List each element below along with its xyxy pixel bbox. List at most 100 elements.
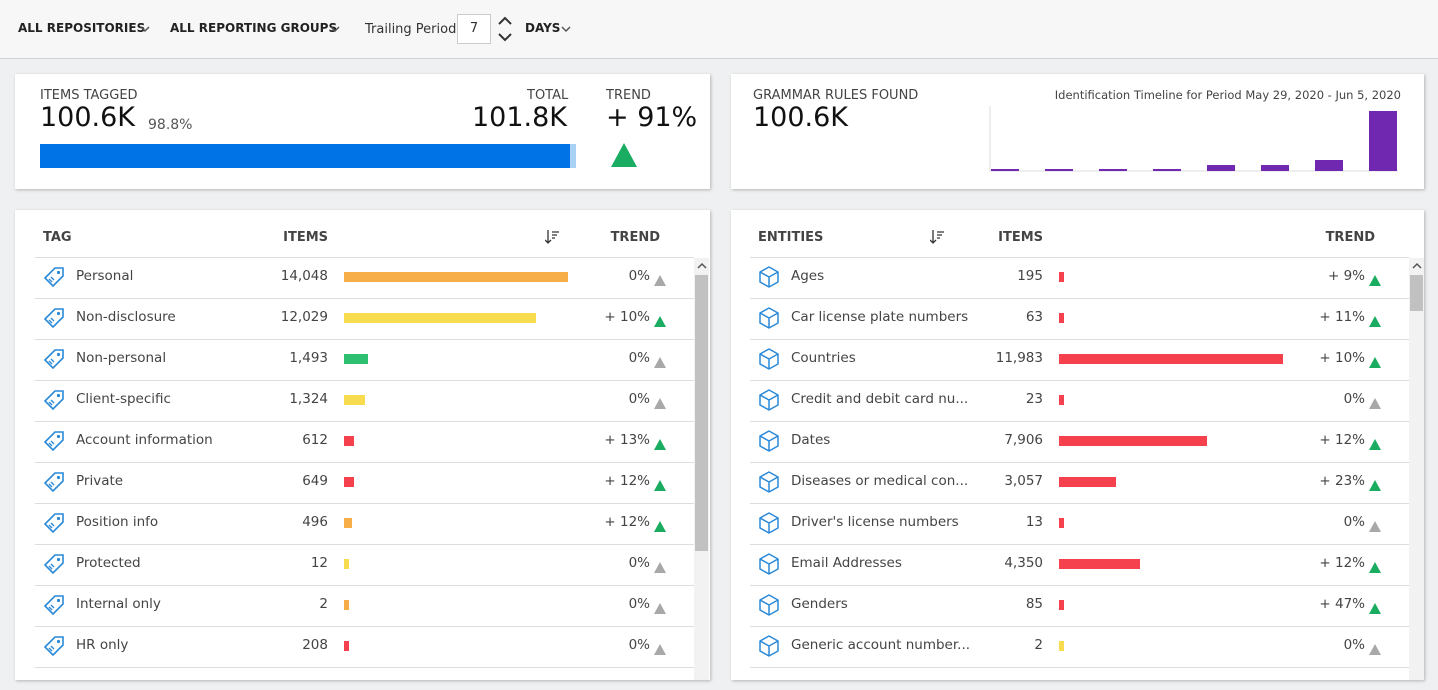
percent: 98.8% (148, 117, 193, 133)
items-bar (1059, 272, 1064, 282)
row-name[interactable]: Non-personal (76, 350, 167, 366)
items-count: 2 (319, 596, 328, 612)
divider (35, 626, 694, 627)
row-name[interactable]: Car license plate numbers (791, 309, 969, 325)
items-bar (1059, 518, 1064, 528)
trend-value: 0% (1343, 514, 1365, 530)
trend-value: + 9% (1327, 268, 1365, 284)
items-count: 649 (302, 473, 328, 489)
row-name[interactable]: Client-specific (76, 391, 171, 407)
sort-button[interactable] (929, 229, 944, 249)
row-icon (42, 470, 66, 498)
items-tagged-card (15, 74, 710, 189)
trend-value: 0% (1343, 637, 1365, 653)
repositories-filter[interactable]: ALL REPOSITORIES (18, 21, 146, 35)
trend-value: + 13% (604, 432, 650, 448)
row-icon (42, 306, 66, 334)
items-count: 11,983 (995, 350, 1043, 366)
trend-arrow (1369, 435, 1381, 454)
items-count: 4,350 (1004, 555, 1043, 571)
items-count: 1,324 (289, 391, 328, 407)
row-name[interactable]: HR only (76, 637, 129, 653)
divider (35, 503, 694, 504)
divider (750, 380, 1409, 381)
scroll-thumb[interactable] (1410, 275, 1423, 311)
column-header: TREND (610, 230, 660, 245)
items-bar (1059, 354, 1283, 364)
groups-filter[interactable]: ALL REPORTING GROUPS (170, 21, 338, 35)
scrollbar[interactable] (694, 258, 709, 680)
trend-value: + 12% (1319, 555, 1365, 571)
row-name[interactable]: Position info (76, 514, 159, 530)
timeline-bar (1045, 169, 1073, 171)
timeline-chart (989, 106, 1398, 172)
sort-button[interactable] (544, 229, 559, 249)
row-name[interactable]: Dates (791, 432, 831, 448)
unit-filter[interactable]: DAYS (525, 21, 561, 35)
divider (35, 257, 694, 258)
trend-value: 0% (628, 596, 650, 612)
trend-arrow (1369, 640, 1381, 659)
items-bar (344, 354, 368, 364)
timeline-bar (1369, 111, 1397, 171)
timeline-title: Identification Timeline for Period May 2… (1054, 88, 1401, 102)
row-name[interactable]: Internal only (76, 596, 161, 612)
grammar-card (731, 74, 1424, 189)
row-name[interactable]: Account information (76, 432, 213, 448)
divider (35, 544, 694, 545)
row-name[interactable]: Private (76, 473, 124, 489)
row-icon (42, 347, 66, 375)
divider (35, 421, 694, 422)
trend-value: + 10% (604, 309, 650, 325)
trend-value: 0% (628, 637, 650, 653)
trend-value: + 23% (1319, 473, 1365, 489)
row-name[interactable]: Countries (791, 350, 856, 366)
label: GRAMMAR RULES FOUND (753, 88, 919, 103)
column-header: TAG (43, 230, 72, 245)
row-name[interactable]: Non-disclosure (76, 309, 176, 325)
trailing-input[interactable]: 7 (457, 14, 491, 44)
trend-value: 0% (628, 555, 650, 571)
row-name[interactable]: Driver's license numbers (791, 514, 959, 530)
trend-value: 0% (628, 391, 650, 407)
tags-card (15, 210, 710, 680)
trend-arrow (654, 435, 666, 454)
items-count: 63 (1025, 309, 1043, 325)
divider (35, 667, 694, 668)
timeline-bar (1315, 160, 1343, 171)
divider (750, 626, 1409, 627)
row-name[interactable]: Diseases or medical con... (791, 473, 969, 489)
scroll-thumb[interactable] (695, 275, 708, 551)
items-count: 23 (1025, 391, 1043, 407)
items-bar (344, 313, 536, 323)
row-name[interactable]: Ages (791, 268, 825, 284)
trend-arrow (654, 312, 666, 331)
scrollbar[interactable] (1409, 258, 1424, 680)
trend-value: + 12% (604, 473, 650, 489)
row-icon (42, 593, 66, 621)
row-name[interactable]: Personal (76, 268, 134, 284)
items-count: 12,029 (280, 309, 328, 325)
items-count: 208 (302, 637, 328, 653)
row-name[interactable]: Genders (791, 596, 848, 612)
divider (35, 585, 694, 586)
items-bar (1059, 559, 1141, 569)
divider (750, 257, 1409, 258)
divider (35, 462, 694, 463)
row-icon (757, 634, 781, 662)
row-name[interactable]: Protected (76, 555, 141, 571)
trend-arrow (654, 517, 666, 536)
row-name[interactable]: Generic account number... (791, 637, 971, 653)
divider (750, 462, 1409, 463)
row-name[interactable]: Credit and debit card nu... (791, 391, 969, 407)
row-name[interactable]: Email Addresses (791, 555, 902, 571)
items-count: 2 (1034, 637, 1043, 653)
spinner[interactable] (497, 16, 513, 42)
trend-arrow (654, 353, 666, 372)
row-icon (757, 347, 781, 375)
toolbar (0, 0, 1438, 59)
row-icon (757, 388, 781, 416)
trend-arrow (1369, 353, 1381, 372)
row-icon (757, 470, 781, 498)
